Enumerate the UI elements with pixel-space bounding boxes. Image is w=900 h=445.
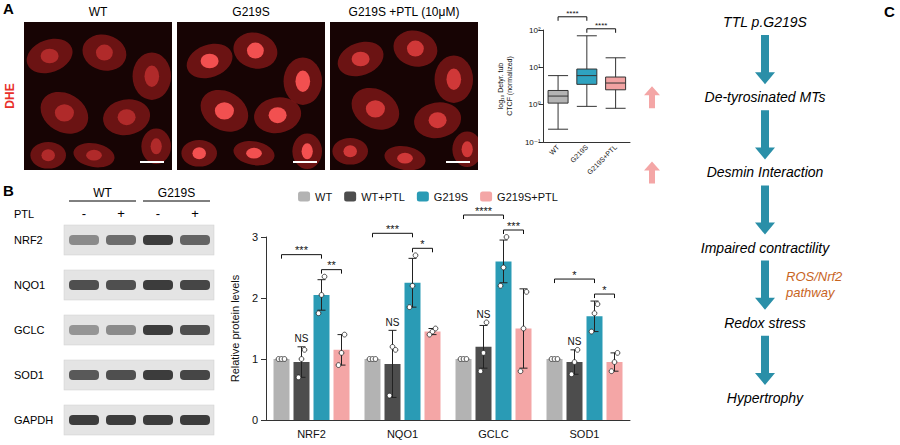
svg-text:****: ****: [566, 9, 578, 18]
svg-text:G219S: G219S: [434, 191, 468, 203]
svg-text:10²: 10²: [529, 26, 541, 35]
svg-text:Desmin Interaction: Desmin Interaction: [707, 164, 824, 180]
svg-text:WT: WT: [315, 191, 332, 203]
svg-text:***: ***: [507, 220, 521, 232]
svg-text:SOD1: SOD1: [14, 369, 44, 381]
svg-text:Redox stress: Redox stress: [724, 315, 806, 331]
svg-text:WT+PTL: WT+PTL: [361, 191, 405, 203]
svg-text:**: **: [327, 259, 336, 271]
svg-text:***: ***: [295, 244, 309, 256]
svg-text:CTCF (normalized): CTCF (normalized): [506, 56, 514, 116]
svg-text:****: ****: [475, 205, 493, 217]
svg-text:10⁻¹: 10⁻¹: [525, 138, 541, 147]
svg-text:PTL: PTL: [14, 208, 34, 220]
svg-text:*: *: [420, 238, 425, 250]
svg-text:+: +: [117, 206, 125, 221]
svg-text:G219S: G219S: [158, 186, 195, 200]
svg-text:NRF2: NRF2: [297, 428, 326, 440]
svg-text:De-tyrosinated MTs: De-tyrosinated MTs: [705, 89, 826, 105]
svg-text:*: *: [602, 284, 607, 296]
svg-text:G219S +PTL (10μM): G219S +PTL (10μM): [349, 5, 460, 19]
svg-text:WT: WT: [89, 5, 108, 19]
svg-text:NQO1: NQO1: [14, 279, 45, 291]
svg-text:NS: NS: [295, 333, 309, 344]
svg-text:10¹: 10¹: [529, 63, 541, 72]
svg-text:***: ***: [386, 223, 400, 235]
svg-text:GAPDH: GAPDH: [14, 414, 53, 426]
svg-text:GCLC: GCLC: [478, 428, 509, 440]
svg-text:WT: WT: [93, 186, 112, 200]
svg-text:log₁₀ Detyr. tub: log₁₀ Detyr. tub: [497, 63, 505, 110]
svg-text:pathway: pathway: [785, 285, 836, 300]
svg-text:*: *: [572, 269, 577, 281]
svg-text:TTL p.G219S: TTL p.G219S: [723, 14, 807, 30]
svg-text:NRF2: NRF2: [14, 234, 43, 246]
svg-text:G219S+PTL: G219S+PTL: [586, 143, 618, 175]
svg-text:Impaired contractility: Impaired contractility: [701, 240, 830, 256]
svg-text:NS: NS: [386, 317, 400, 328]
svg-text:NQO1: NQO1: [387, 428, 418, 440]
svg-text:DHE: DHE: [3, 83, 17, 108]
svg-text:-: -: [82, 206, 86, 221]
svg-text:G219S: G219S: [569, 143, 590, 164]
svg-text:Hypertrophy: Hypertrophy: [727, 390, 804, 406]
svg-text:B: B: [3, 182, 14, 199]
svg-text:GCLC: GCLC: [14, 324, 45, 336]
svg-text:-: -: [156, 206, 160, 221]
svg-text:****: ****: [595, 21, 607, 30]
svg-text:SOD1: SOD1: [570, 428, 600, 440]
svg-text:NS: NS: [568, 336, 582, 347]
svg-text:A: A: [3, 0, 14, 17]
svg-text:C: C: [884, 3, 895, 20]
svg-text:0: 0: [252, 414, 258, 426]
svg-text:G219S+PTL: G219S+PTL: [497, 191, 558, 203]
svg-text:G219S: G219S: [232, 5, 269, 19]
svg-text:3: 3: [252, 231, 258, 243]
svg-text:1: 1: [252, 353, 258, 365]
svg-text:10⁰: 10⁰: [529, 100, 541, 109]
svg-text:+: +: [191, 206, 199, 221]
svg-text:2: 2: [252, 292, 258, 304]
svg-text:WT: WT: [548, 143, 561, 156]
svg-text:ROS/Nrf2: ROS/Nrf2: [786, 269, 843, 284]
svg-text:Relative protein levels: Relative protein levels: [229, 274, 241, 382]
svg-text:NS: NS: [477, 309, 491, 320]
